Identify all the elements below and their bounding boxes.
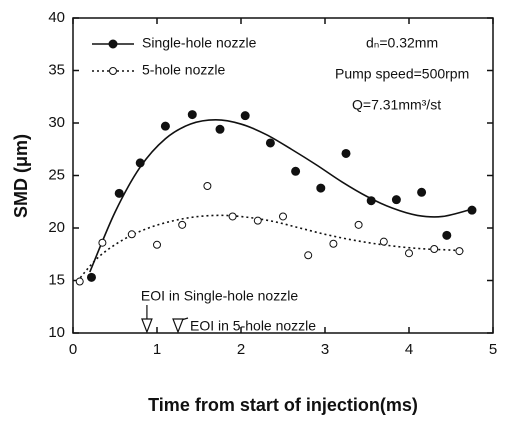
data-point xyxy=(391,195,401,205)
legend-marker xyxy=(109,67,117,75)
eoi-arrowhead xyxy=(141,318,153,334)
annotation: Pump speed=500rpm xyxy=(335,66,469,82)
x-tick-label: 1 xyxy=(153,341,161,358)
data-point xyxy=(316,183,326,193)
data-point xyxy=(240,111,250,121)
legend-label: 5-hole nozzle xyxy=(142,62,225,78)
y-axis-label: SMD (μm) xyxy=(11,134,31,218)
data-point xyxy=(135,158,145,168)
fit-curve xyxy=(89,119,473,273)
x-axis-label: Time from start of injection(ms) xyxy=(148,395,418,415)
y-tick-label: 35 xyxy=(48,61,65,78)
data-point xyxy=(86,272,96,282)
data-point xyxy=(75,277,84,286)
x-tick-label: 3 xyxy=(321,341,329,358)
data-point xyxy=(354,220,363,229)
data-point xyxy=(405,249,413,258)
y-tick-label: 25 xyxy=(48,166,65,183)
data-point xyxy=(253,216,262,225)
data-point xyxy=(265,138,275,148)
data-point xyxy=(417,187,427,197)
eoi-arrowhead xyxy=(172,318,184,334)
data-point xyxy=(153,240,161,249)
data-point xyxy=(228,212,237,221)
x-tick-label: 4 xyxy=(405,341,413,358)
data-point xyxy=(291,166,301,176)
y-tick-label: 15 xyxy=(48,271,65,288)
data-point xyxy=(203,182,212,190)
eoi-label: EOI in 5-hole nozzle xyxy=(190,318,316,334)
data-point xyxy=(114,188,124,198)
eoi-label: EOI in Single-hole nozzle xyxy=(141,288,298,304)
y-tick-label: 20 xyxy=(48,219,65,236)
y-tick-label: 10 xyxy=(48,324,65,341)
data-point xyxy=(341,148,351,158)
data-point xyxy=(455,247,464,256)
legend-label: Single-hole nozzle xyxy=(142,35,257,51)
data-point xyxy=(178,220,187,229)
legend-marker xyxy=(108,39,118,49)
data-point xyxy=(467,205,477,215)
data-point xyxy=(379,237,388,246)
fit-curve xyxy=(76,214,464,283)
data-point xyxy=(187,110,197,120)
x-tick-label: 0 xyxy=(69,341,77,358)
y-tick-label: 40 xyxy=(48,9,65,26)
annotation: dₙ=0.32mm xyxy=(366,35,438,51)
data-point xyxy=(279,212,287,221)
data-point xyxy=(304,251,313,260)
annotation: Q=7.31mm³/st xyxy=(352,97,441,113)
data-point xyxy=(366,196,376,206)
data-point xyxy=(329,239,338,248)
data-point xyxy=(215,124,225,134)
data-point xyxy=(98,238,107,247)
data-point xyxy=(442,230,452,240)
y-tick-label: 30 xyxy=(48,114,65,131)
data-point xyxy=(430,245,439,253)
data-point xyxy=(127,230,136,239)
data-point xyxy=(160,121,170,131)
x-tick-label: 2 xyxy=(237,341,245,358)
x-tick-label: 5 xyxy=(489,341,497,358)
